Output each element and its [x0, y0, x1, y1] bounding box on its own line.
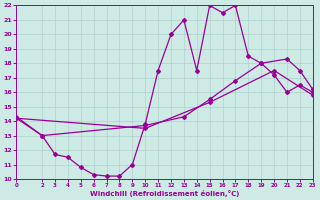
X-axis label: Windchill (Refroidissement éolien,°C): Windchill (Refroidissement éolien,°C): [90, 190, 239, 197]
